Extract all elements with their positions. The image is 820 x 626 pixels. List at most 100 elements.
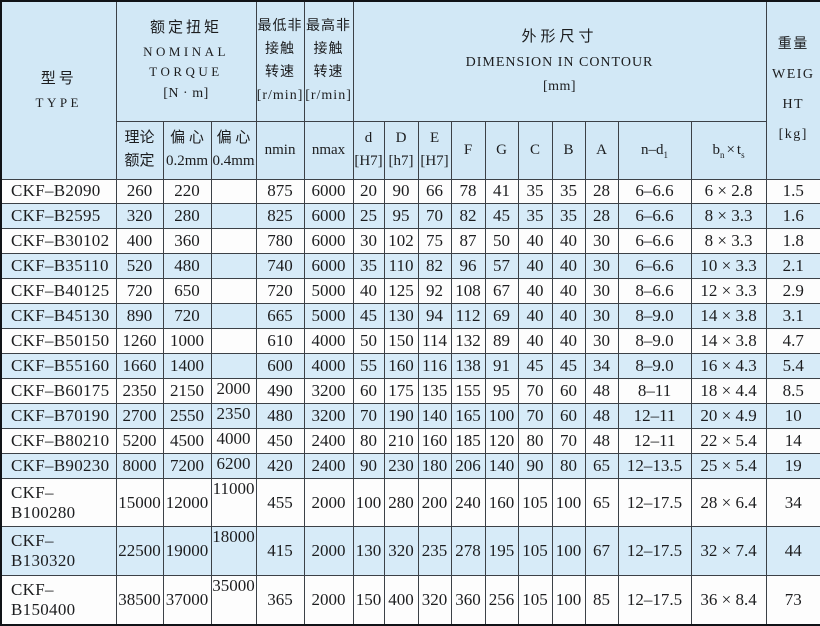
value-cell-torque-ecc-0-2: 1400 — [162, 353, 212, 379]
value-cell-F: 112 — [450, 303, 486, 330]
value-cell-d: 35 — [352, 253, 385, 280]
table-row: CKF–B50150 1260 1000 610 4000 50 150 114 132 89 40… — [0, 328, 820, 355]
value-cell-G: 195 — [484, 526, 519, 577]
value-cell-E: 92 — [417, 278, 452, 305]
value-cell-torque-ecc-0-4: 18000 — [210, 526, 257, 577]
value-cell-B: 40 — [551, 253, 586, 280]
value-cell-n-d1: 6–6.6 — [617, 228, 692, 255]
value-cell-bxt: 14 × 3.8 — [690, 303, 767, 330]
value-cell-G: 41 — [484, 178, 519, 205]
value-cell-torque-ecc-0-2: 37000 — [162, 575, 212, 626]
value-cell-A: 65 — [584, 452, 619, 479]
value-cell-torque-ecc-0-2: 360 — [162, 228, 212, 255]
value-cell-A: 30 — [584, 328, 619, 355]
value-cell-n-d1: 12–17.5 — [617, 526, 692, 577]
value-cell-bxt: 32 × 7.4 — [690, 526, 767, 577]
value-cell-G: 100 — [484, 402, 519, 429]
table-row: CKF–B35110 520 480 740 6000 35 110 82 96 57 40 40 30… — [0, 253, 820, 280]
value-cell-torque-ecc-0-2: 1000 — [162, 328, 212, 355]
value-cell-G: 256 — [484, 575, 519, 626]
col-subheader-nmin: nmin — [255, 120, 305, 180]
col-header-d: d [H7] — [352, 120, 385, 180]
value-cell-E: 94 — [417, 303, 452, 330]
value-cell-G: 160 — [484, 477, 519, 528]
value-cell-B: 70 — [551, 427, 586, 454]
value-cell-F: 185 — [450, 427, 486, 454]
col-subheader-nmax: nmax — [303, 120, 354, 180]
value-cell-nmin: 720 — [255, 278, 305, 305]
value-cell-D: 125 — [383, 278, 419, 305]
model-cell: CKF–B2090 — [0, 178, 117, 205]
value-cell-E: 114 — [417, 328, 452, 355]
value-cell-nmax: 3200 — [303, 402, 354, 429]
col-header-C: C — [517, 120, 553, 180]
value-cell-G: 50 — [484, 228, 519, 255]
torque-label-zh: 额定扭矩 — [150, 20, 223, 37]
value-cell-weight: 5.4 — [765, 353, 820, 379]
col-header-nominal-torque: 额定扭矩 NOMINAL TORQUE [N · m] — [115, 0, 257, 122]
value-cell-torque-rated: 1260 — [115, 328, 164, 355]
value-cell-n-d1: 6–6.6 — [617, 253, 692, 280]
value-cell-bxt: 12 × 3.3 — [690, 278, 767, 305]
value-cell-torque-ecc-0-2: 12000 — [162, 477, 212, 528]
value-cell-n-d1: 8–9.0 — [617, 328, 692, 355]
value-cell-E: 160 — [417, 427, 452, 454]
value-cell-torque-rated: 2700 — [115, 402, 164, 429]
value-cell-n-d1: 12–13.5 — [617, 452, 692, 479]
value-cell-E: 82 — [417, 253, 452, 280]
value-cell-n-d1: 8–11 — [617, 378, 692, 404]
value-cell-F: 165 — [450, 402, 486, 429]
weight-label: 重量 WEIG HT [kg] — [772, 37, 815, 143]
value-cell-E: 140 — [417, 402, 452, 429]
value-cell-nmax: 5000 — [303, 278, 354, 305]
value-cell-E: 75 — [417, 228, 452, 255]
value-cell-torque-ecc-0-4: 2000 — [210, 378, 257, 404]
value-cell-D: 102 — [383, 228, 419, 255]
value-cell-d: 40 — [352, 278, 385, 305]
value-cell-nmax: 2400 — [303, 452, 354, 479]
value-cell-C: 40 — [517, 253, 553, 280]
nmax-label: 最高非 接触 转速 [r/min] — [305, 19, 352, 104]
value-cell-nmin: 740 — [255, 253, 305, 280]
col-header-nmax: 最高非 接触 转速 [r/min] — [303, 0, 354, 122]
value-cell-n-d1: 12–11 — [617, 427, 692, 454]
value-cell-weight: 1.6 — [765, 203, 820, 230]
value-cell-E: 320 — [417, 575, 452, 626]
value-cell-nmax: 2000 — [303, 526, 354, 577]
value-cell-nmax: 6000 — [303, 203, 354, 230]
value-cell-torque-ecc-0-2: 280 — [162, 203, 212, 230]
value-cell-D: 320 — [383, 526, 419, 577]
value-cell-B: 100 — [551, 526, 586, 577]
value-cell-D: 90 — [383, 178, 419, 205]
value-cell-F: 87 — [450, 228, 486, 255]
value-cell-D: 130 — [383, 303, 419, 330]
value-cell-F: 132 — [450, 328, 486, 355]
value-cell-A: 30 — [584, 303, 619, 330]
value-cell-nmax: 6000 — [303, 228, 354, 255]
type-label-en: TYPE — [35, 94, 82, 110]
value-cell-torque-ecc-0-4 — [210, 178, 257, 205]
value-cell-torque-rated: 15000 — [115, 477, 164, 528]
col-header-A: A — [584, 120, 619, 180]
value-cell-F: 108 — [450, 278, 486, 305]
value-cell-A: 85 — [584, 575, 619, 626]
value-cell-G: 95 — [484, 378, 519, 404]
model-cell: CKF–B150400 — [0, 575, 117, 626]
value-cell-torque-ecc-0-2: 720 — [162, 303, 212, 330]
value-cell-D: 150 — [383, 328, 419, 355]
value-cell-A: 65 — [584, 477, 619, 528]
value-cell-A: 30 — [584, 253, 619, 280]
value-cell-torque-rated: 5200 — [115, 427, 164, 454]
spec-table-body: CKF–B2090 260 220 875 6000 20 90 66 78 41 35 35 28 6–… — [0, 178, 820, 626]
value-cell-C: 70 — [517, 378, 553, 404]
type-label-zh: 型号 — [40, 71, 77, 88]
value-cell-torque-ecc-0-4 — [210, 303, 257, 330]
value-cell-n-d1: 12–11 — [617, 402, 692, 429]
value-cell-D: 400 — [383, 575, 419, 626]
value-cell-bxt: 14 × 3.8 — [690, 328, 767, 355]
value-cell-n-d1: 6–6.6 — [617, 178, 692, 205]
value-cell-nmax: 6000 — [303, 253, 354, 280]
value-cell-d: 130 — [352, 526, 385, 577]
value-cell-G: 45 — [484, 203, 519, 230]
